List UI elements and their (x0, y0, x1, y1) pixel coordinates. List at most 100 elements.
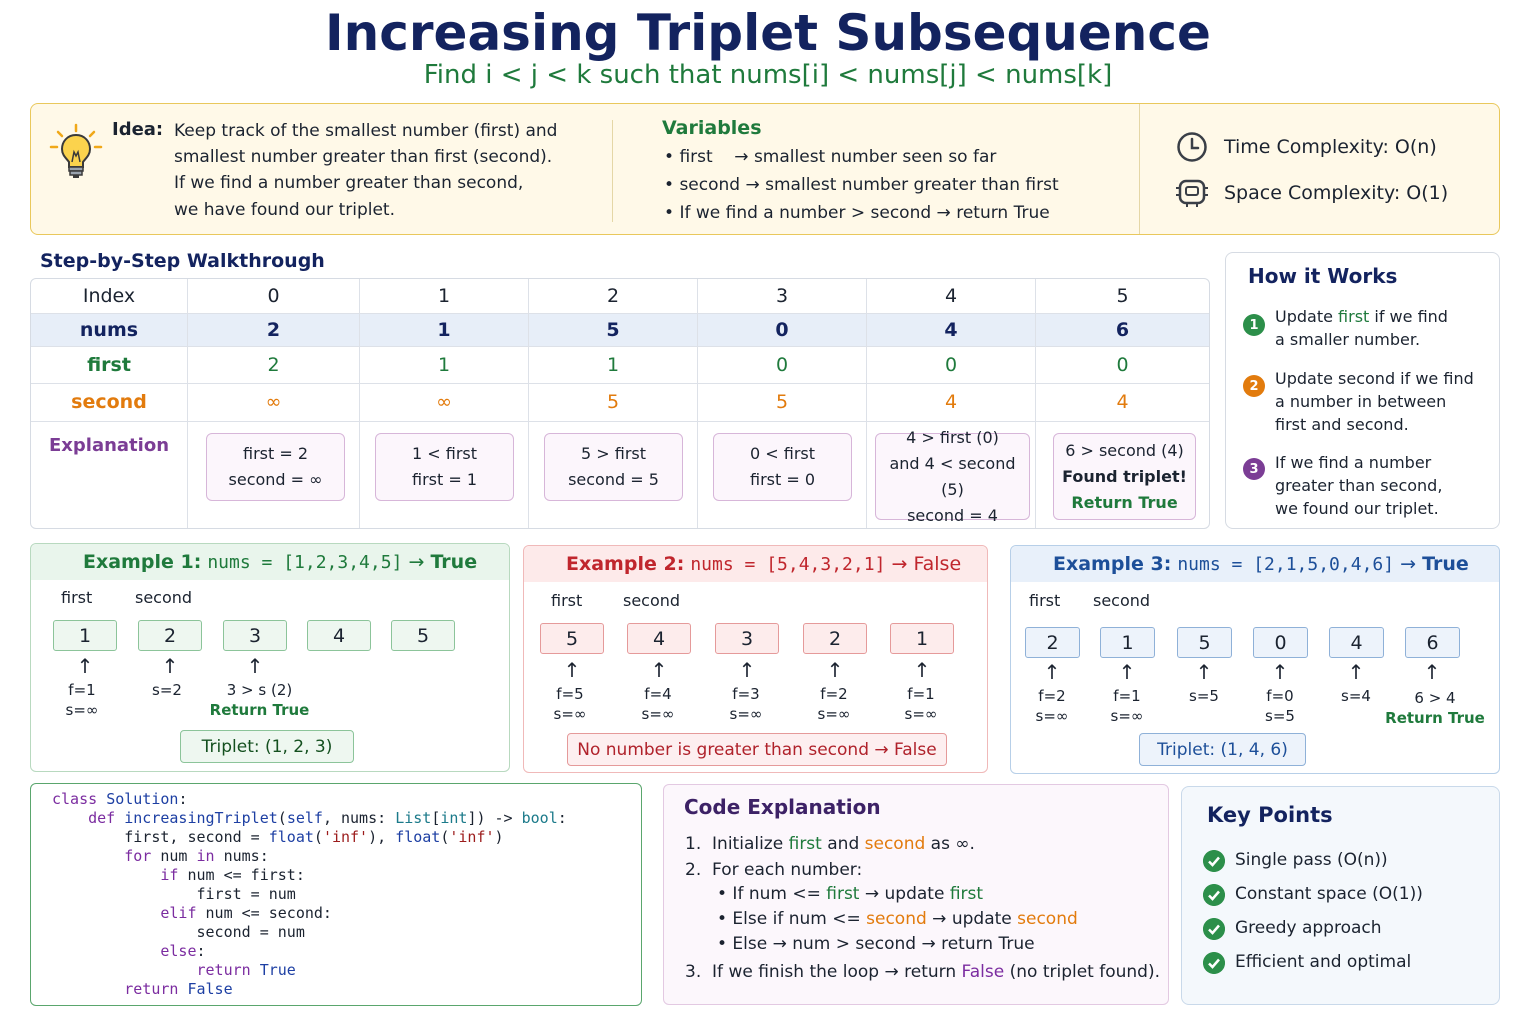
first-cell: 0 (1116, 353, 1129, 376)
up-arrow-icon: ↑ (76, 654, 94, 678)
explanation-card: 6 > second (4) Found triplet! Return Tru… (1053, 433, 1196, 520)
example-1-header: Example 1: nums = [1,2,3,4,5] → True (31, 544, 509, 580)
variable-item: • If we find a number > second → return … (664, 203, 1050, 223)
nums-cell: 0 (698, 313, 867, 346)
first-cell: 1 (529, 346, 698, 383)
explanation-bullet: • Else → num > second → return True (717, 934, 1035, 954)
idea-line: If we find a number greater than second, (174, 173, 524, 193)
array-cell: 3 (223, 620, 287, 651)
first-pointer-label: first (551, 591, 583, 610)
nums-cell: 4 (867, 313, 1036, 346)
time-complexity: Time Complexity: O(n) (1224, 136, 1437, 158)
check-circle-icon (1203, 918, 1225, 940)
second-cell: 5 (529, 383, 698, 421)
nums-cell: 6 (1115, 318, 1130, 341)
step-number-badge: 1 (1243, 314, 1265, 336)
check-circle-icon (1203, 952, 1225, 974)
nums-cell: 5 (529, 313, 698, 346)
up-arrow-icon: ↑ (246, 654, 264, 678)
array-cell: 4 (307, 620, 371, 651)
triplet-result: Triplet: (1, 4, 6) (1139, 733, 1306, 766)
card-line: 0 < first (749, 444, 816, 463)
idea-label: Idea: (112, 119, 164, 140)
step-note: f=1 s=∞ (65, 681, 99, 719)
second-cell: ∞ (360, 383, 529, 421)
row-label: Explanation (31, 421, 188, 528)
row-divider (31, 346, 1209, 347)
how-it-works-title: How it Works (1248, 264, 1398, 288)
explanation-card: 5 > first second = 5 (544, 433, 683, 501)
up-arrow-icon: ↑ (161, 654, 179, 678)
second-pointer-label: second (1093, 591, 1151, 610)
card-line: first = 2 (242, 444, 309, 463)
step-note: 6 > 4 Return True (1385, 689, 1485, 727)
example-2-panel (523, 545, 988, 773)
explanation-bullet: • If num <= first → update first (717, 884, 984, 904)
array-cell: 0 (1253, 627, 1308, 658)
card-line: first = 0 (749, 470, 816, 489)
explanation-card: 0 < first first = 0 (713, 433, 852, 501)
second-cell: ∞ (188, 383, 360, 421)
code-block: class Solution: def increasingTriplet(se… (52, 790, 567, 998)
key-point: Single pass (O(n)) (1235, 850, 1388, 870)
row-label: first (31, 346, 188, 383)
check-circle-icon (1203, 884, 1225, 906)
found-triplet-text: Found triplet! (1062, 466, 1187, 486)
step-note: 3 > s (2) Return True (209, 681, 310, 719)
triplet-result: Triplet: (1, 2, 3) (180, 730, 354, 763)
variables-title: Variables (662, 117, 762, 139)
clock-icon (1177, 132, 1207, 162)
explanation-cell (867, 421, 1036, 528)
array-cell: 6 (1405, 627, 1460, 658)
first-cell: 0 (867, 346, 1036, 383)
explanation-bullet: • Else if num <= second → update second (717, 909, 1078, 929)
row-label: Index (31, 279, 188, 313)
variable-item: • first → smallest number seen so far (664, 147, 997, 167)
lightbulb-icon (49, 123, 103, 178)
up-arrow-icon: ↑ (1118, 660, 1136, 684)
second-cell: 4 (1116, 391, 1129, 413)
up-arrow-icon: ↑ (1271, 660, 1289, 684)
explanation-cell (529, 421, 698, 528)
memory-chip-icon (1176, 179, 1208, 207)
step-number-badge: 3 (1243, 458, 1265, 480)
second-pointer-label: second (623, 591, 681, 610)
step-note: f=1 s=∞ (904, 685, 938, 723)
up-arrow-icon: ↑ (1043, 660, 1061, 684)
second-cell: 4 (867, 383, 1036, 421)
array-cell: 2 (803, 623, 867, 654)
array-cell: 4 (1329, 627, 1384, 658)
first-cell: 2 (188, 346, 360, 383)
card-line: second = 5 (568, 470, 659, 489)
card-line: 4 > first (0) (906, 427, 999, 447)
example-2-header: Example 2: nums = [5,4,3,2,1] → False (524, 546, 987, 582)
first-cell: 0 (698, 346, 867, 383)
array-cell: 2 (138, 620, 202, 651)
explanation-card: 1 < first first = 1 (375, 433, 514, 501)
idea-line: Keep track of the smallest number (first… (174, 121, 558, 141)
check-circle-icon (1203, 850, 1225, 872)
nums-row: nums 2 1 5 0 4 6 (31, 313, 1209, 346)
explanation-step: 3. If we finish the loop → return False … (685, 962, 1161, 982)
step-note: f=1 s=∞ (1110, 687, 1144, 725)
page-title: Increasing Triplet Subsequence (325, 4, 1211, 62)
explanation-step: 2. For each number: (685, 860, 863, 880)
card-line: first = 1 (411, 470, 478, 489)
step-note: f=2 s=∞ (817, 685, 851, 723)
second-cell: 5 (698, 383, 867, 421)
nums-label-bg (31, 313, 188, 346)
up-arrow-icon: ↑ (563, 658, 581, 682)
first-row: first 2 1 1 0 0 0 (31, 346, 1209, 383)
how-step: If we find a number greater than second,… (1275, 453, 1443, 518)
explanation-cell (698, 421, 867, 528)
explanation-card: 4 > first (0) and 4 < second (5) second … (875, 428, 1030, 525)
row-divider (31, 383, 1209, 384)
up-arrow-icon: ↑ (1195, 660, 1213, 684)
step-note: s=5 (1189, 687, 1219, 705)
step-note: f=5 s=∞ (553, 685, 587, 723)
how-step: Update second if we find a number in bet… (1275, 369, 1474, 434)
key-points-title: Key Points (1207, 803, 1333, 827)
explanation-step: 1. Initialize first and second as ∞. (685, 834, 975, 854)
nums-cell: 2 (188, 313, 360, 346)
divider (612, 120, 613, 222)
